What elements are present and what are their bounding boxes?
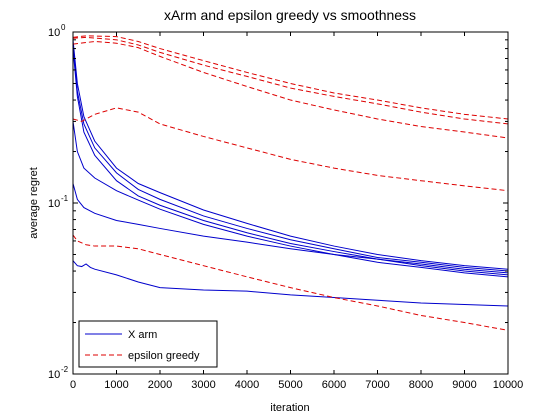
legend-label-epsilon-greedy: epsilon greedy	[128, 350, 200, 362]
x-arm-curve-4	[72, 121, 509, 278]
x-tick-label: 2000	[148, 379, 172, 391]
x-tick-label: 5000	[278, 379, 302, 391]
y-tick-exponent: -2	[61, 365, 69, 374]
x-tick-label: 8000	[409, 379, 433, 391]
legend-box	[78, 320, 218, 368]
x-tick-label: 0	[70, 379, 76, 391]
chart-title: xArm and epsilon greedy vs smoothness	[164, 7, 416, 23]
x-axis-ticks: 0 1000 2000 3000 4000 5000 6000 7000 8000 9000 100…	[70, 32, 523, 391]
epsilon-greedy-curve-5	[72, 234, 509, 331]
epsilon-greedy-curve-1	[72, 35, 509, 120]
epsilon-greedy-curve-4	[72, 107, 509, 192]
y-tick-exponent: 0	[61, 23, 66, 32]
epsilon-greedy-curve-3	[72, 40, 509, 139]
legend-label-x-arm: X arm	[128, 329, 157, 341]
x-arm-curve-5	[72, 183, 509, 274]
y-tick-exponent: -1	[61, 194, 69, 203]
x-tick-label: 10000	[493, 379, 524, 391]
x-tick-label: 4000	[235, 379, 259, 391]
y-tick-label: 10	[48, 198, 60, 210]
x-arm-curve-6	[72, 260, 509, 307]
x-tick-label: 6000	[322, 379, 346, 391]
chart-curves	[72, 35, 509, 331]
x-tick-label: 3000	[191, 379, 215, 391]
x-tick-label: 1000	[104, 379, 128, 391]
x-arm-curve-3	[72, 48, 509, 276]
legend: X arm epsilon greedy	[78, 320, 218, 368]
x-tick-label: 7000	[365, 379, 389, 391]
x-arm-curve-1	[72, 39, 509, 270]
x-tick-label: 9000	[452, 379, 476, 391]
x-axis-label: iteration	[270, 402, 309, 414]
y-tick-label: 10	[48, 369, 60, 381]
epsilon-greedy-curve-2	[72, 36, 509, 125]
y-tick-label: 10	[48, 27, 60, 39]
y-axis-label: average regret	[28, 167, 40, 239]
x-arm-curve-2	[72, 44, 509, 272]
